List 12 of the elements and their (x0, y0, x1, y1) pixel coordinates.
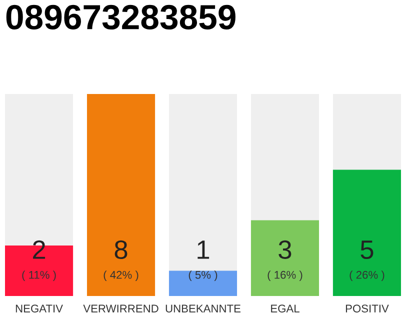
bar (168, 270, 238, 296)
x-tick-label: VERWIRREND (83, 304, 158, 312)
data-label: 5 ( 26% ) (350, 240, 384, 281)
x-tick-label: EGAL (271, 304, 300, 312)
data-label: 2 ( 11% ) (22, 240, 56, 281)
data-label: 3 ( 16% ) (268, 240, 302, 281)
data-label: 1 ( 5% ) (188, 240, 218, 281)
x-tick-label: NEGATIV (16, 304, 63, 312)
x-tick-label: UNBEKANNTE (166, 304, 240, 312)
x-tick-label: POSITIV (346, 304, 389, 312)
data-label: 8 ( 42% ) (104, 240, 138, 281)
chart-title: 089673283859 (6, 4, 236, 30)
